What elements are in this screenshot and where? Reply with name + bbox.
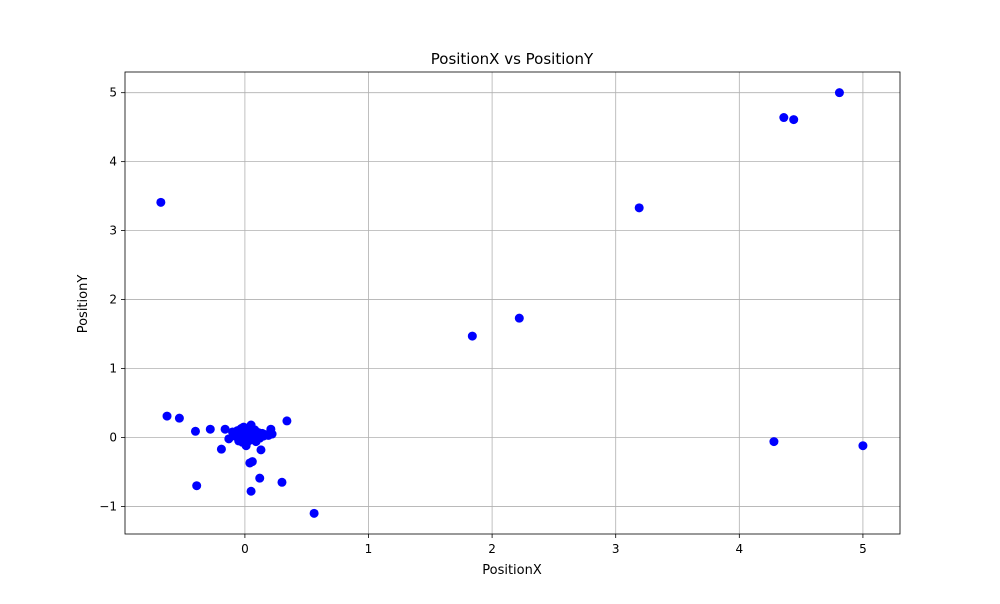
x-tick-label: 5 (859, 542, 867, 556)
plot-frame (124, 71, 901, 535)
data-point (834, 88, 844, 98)
data-point (192, 481, 202, 491)
data-point (309, 508, 319, 518)
data-point (205, 424, 215, 434)
y-tick-label: 5 (109, 86, 117, 100)
data-point (216, 444, 226, 454)
x-tick-label: 4 (735, 542, 743, 556)
data-point (779, 113, 789, 123)
y-tick-label: 3 (109, 224, 117, 238)
points (156, 88, 868, 518)
x-tick-label: 0 (241, 542, 249, 556)
data-point (282, 416, 292, 426)
data-point (156, 197, 166, 207)
data-point (255, 473, 265, 483)
x-tick-label: 1 (365, 542, 373, 556)
chart-title: PositionX vs PositionY (431, 50, 594, 68)
data-point (162, 411, 172, 421)
data-point (467, 331, 477, 341)
data-point (634, 203, 644, 213)
data-point (246, 486, 256, 496)
data-point (247, 457, 257, 467)
ticks: 0 1 2 3 4 5 −1 0 1 2 3 4 5 (99, 86, 866, 556)
y-tick-label: −1 (99, 499, 117, 513)
grid (125, 72, 900, 534)
data-point (267, 429, 277, 439)
data-point (789, 115, 799, 125)
data-point (256, 445, 266, 455)
x-tick-label: 2 (488, 542, 496, 556)
y-tick-label: 2 (109, 293, 117, 307)
data-point (277, 477, 287, 487)
y-axis-label: PositionY (76, 275, 91, 334)
x-axis-label: PositionX (482, 563, 542, 578)
data-point (220, 424, 230, 434)
data-point (858, 441, 868, 451)
data-point (514, 313, 524, 323)
data-point (769, 437, 779, 447)
data-point (174, 413, 184, 423)
y-tick-label: 4 (109, 155, 117, 169)
x-tick-label: 3 (612, 542, 620, 556)
data-point (190, 426, 200, 436)
y-tick-label: 0 (109, 430, 117, 444)
y-tick-label: 1 (109, 362, 117, 376)
